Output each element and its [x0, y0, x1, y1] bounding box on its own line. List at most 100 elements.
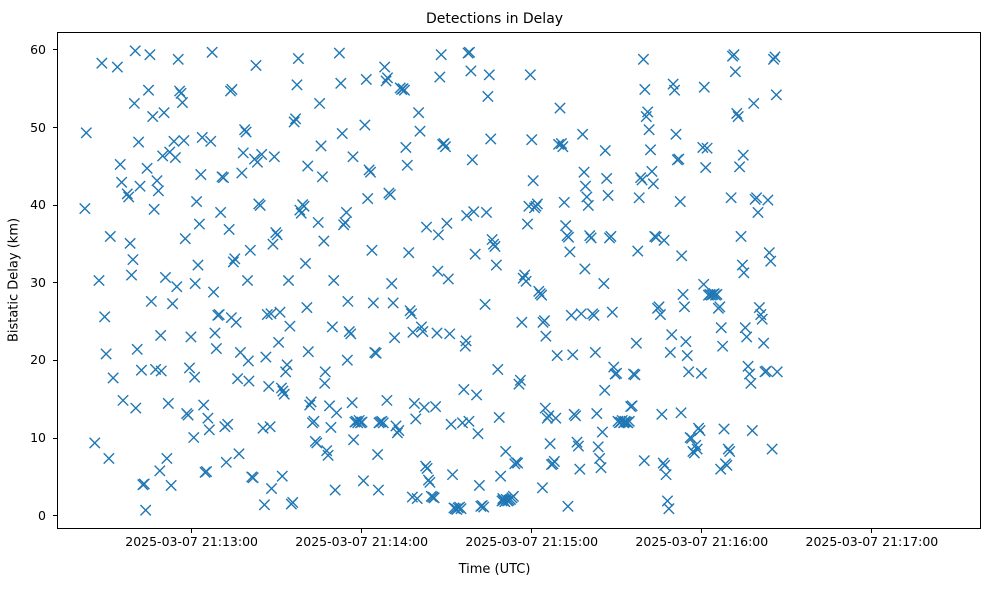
scatter-point	[445, 418, 457, 431]
scatter-point	[694, 424, 706, 437]
scatter-point	[281, 359, 293, 371]
scatter-point	[322, 449, 334, 461]
scatter-point	[576, 128, 589, 140]
scatter-point	[551, 349, 563, 362]
x-tick-mark	[191, 529, 193, 533]
scatter-point	[131, 343, 143, 356]
scatter-point	[494, 470, 507, 482]
scatter-point	[469, 248, 481, 260]
scatter-point	[412, 106, 425, 119]
scatter-point	[432, 265, 444, 277]
x-tick-mark	[361, 529, 363, 533]
scatter-point	[161, 452, 173, 465]
scatter-point	[244, 244, 257, 257]
y-tick-mark	[53, 49, 57, 51]
scatter-point	[675, 250, 688, 262]
scatter-point	[171, 281, 183, 293]
scatter-point	[265, 308, 277, 320]
scatter-point	[115, 176, 128, 188]
scatter-point	[222, 418, 234, 431]
scatter-point	[264, 421, 276, 433]
scatter-point	[205, 135, 217, 147]
scatter-point	[279, 366, 292, 378]
scatter-point	[151, 175, 163, 187]
scatter-point	[388, 332, 401, 344]
scatter-point	[463, 415, 475, 427]
scatter-point	[152, 185, 165, 197]
scatter-point	[298, 200, 310, 212]
x-tick-mark	[531, 529, 533, 533]
scatter-point	[606, 306, 619, 318]
scatter-point	[623, 415, 635, 427]
scatter-point	[132, 136, 145, 148]
scatter-point	[690, 439, 702, 451]
scatter-point	[311, 437, 323, 449]
scatter-point	[527, 175, 539, 187]
scatter-point	[536, 482, 549, 494]
scatter-point	[336, 127, 348, 140]
scatter-point	[434, 71, 446, 83]
scatter-point	[714, 301, 726, 313]
scatter-point	[524, 69, 536, 81]
scatter-point	[357, 475, 370, 487]
scatter-point	[129, 45, 141, 57]
scatter-point	[531, 198, 544, 210]
scatter-point	[658, 459, 671, 472]
scatter-point	[203, 424, 215, 436]
scatter-point	[714, 463, 727, 475]
scatter-point	[513, 378, 525, 390]
scatter-point	[591, 407, 603, 420]
scatter-point	[562, 500, 574, 513]
x-axis-label: Time (UTC)	[458, 562, 531, 577]
scatter-point	[188, 371, 201, 383]
scatter-point	[618, 416, 631, 428]
scatter-point	[771, 366, 783, 378]
x-tick-mark	[871, 529, 873, 533]
scatter-point	[328, 274, 340, 287]
scatter-point	[206, 46, 218, 59]
scatter-point	[93, 274, 105, 287]
scatter-point	[735, 230, 747, 243]
scatter-point	[156, 150, 169, 162]
scatter-point	[356, 416, 368, 428]
scatter-point	[148, 203, 160, 216]
scatter-point	[632, 245, 644, 257]
scatter-point	[473, 479, 486, 492]
scatter-point	[630, 337, 643, 349]
scatter-point	[168, 135, 180, 147]
scatter-point	[125, 269, 138, 281]
scatter-point	[463, 46, 476, 59]
scatter-point	[579, 180, 592, 192]
scatter-point	[745, 377, 757, 390]
scatter-point	[429, 400, 442, 413]
scatter-point	[458, 383, 470, 396]
scatter-point	[134, 180, 146, 192]
scatter-point	[145, 295, 158, 308]
scatter-point	[240, 126, 252, 138]
scatter-point	[316, 171, 329, 183]
scatter-point	[223, 223, 235, 236]
y-tick-mark	[53, 437, 57, 439]
scatter-point	[521, 218, 534, 230]
scatter-point	[729, 65, 742, 78]
scatter-point	[701, 142, 713, 154]
scatter-point	[673, 153, 685, 165]
scatter-point	[675, 407, 687, 419]
scatter-point	[511, 457, 524, 469]
scatter-point	[642, 106, 654, 118]
scatter-point	[326, 321, 339, 333]
scatter-point	[284, 320, 296, 332]
scatter-point	[578, 166, 590, 178]
scatter-point	[370, 347, 382, 359]
scatter-point	[575, 308, 587, 320]
scatter-point	[141, 162, 153, 175]
x-tick-mark	[701, 529, 703, 533]
scatter-point	[646, 165, 658, 178]
scatter-point	[220, 456, 232, 468]
scatter-point	[414, 125, 426, 137]
y-tick-label: 60	[30, 41, 46, 57]
scatter-point	[543, 410, 555, 422]
scatter-point	[242, 355, 255, 367]
scatter-point	[217, 171, 230, 184]
scatter-point	[79, 202, 91, 215]
